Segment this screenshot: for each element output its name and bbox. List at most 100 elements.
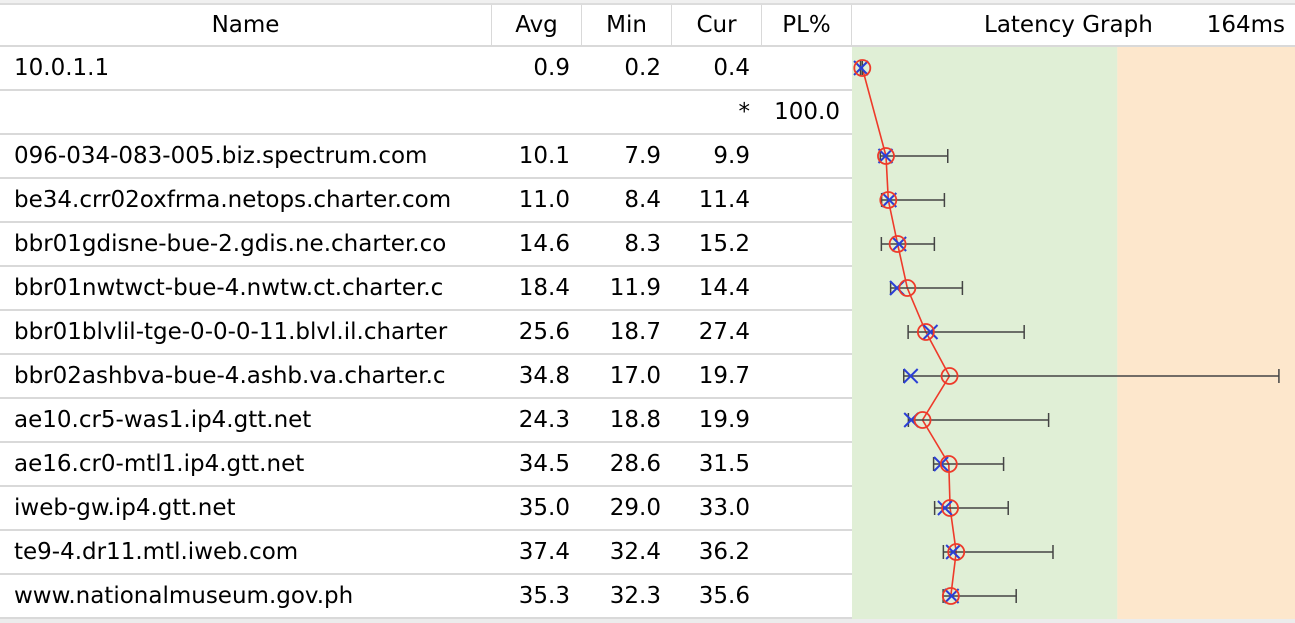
- hop-cur: 35.6: [698, 583, 750, 609]
- hop-name: te9-4.dr11.mtl.iweb.com: [14, 539, 299, 565]
- table-row[interactable]: bbr01gdisne-bue-2.gdis.ne.charter.co 14.6…: [0, 223, 852, 267]
- table-row[interactable]: bbr01nwtwct-bue-4.nwtw.ct.charter.c 18.4 1…: [0, 267, 852, 311]
- hop-cur: 14.4: [698, 275, 750, 301]
- hop-avg: 34.5: [518, 451, 570, 477]
- cur-marker: [945, 544, 961, 560]
- hop-avg: 35.3: [518, 583, 570, 609]
- hop-name: iweb-gw.ip4.gtt.net: [14, 495, 236, 521]
- hop-avg: 24.3: [518, 407, 570, 433]
- hop-min: 18.7: [609, 319, 661, 345]
- hop-name: bbr01blvlil-tge-0-0-0-11.blvl.il.charter: [14, 319, 448, 345]
- cur-marker: [877, 148, 894, 164]
- column-header-pl[interactable]: PL%: [762, 5, 852, 45]
- latency-graph: [852, 47, 1295, 619]
- hop-name: bbr01nwtwct-bue-4.nwtw.ct.charter.c: [14, 275, 444, 301]
- avg-marker: [916, 323, 935, 341]
- hop-name: be34.crr02oxfrma.netops.charter.com: [14, 187, 452, 213]
- avg-marker: [898, 279, 917, 297]
- column-header-bar: Name Avg Min Cur PL% Latency Graph 164ms: [0, 3, 1295, 47]
- hop-pl: 100.0: [774, 99, 840, 125]
- hop-cur: 19.9: [698, 407, 750, 433]
- hop-pl: [762, 311, 840, 353]
- hop-name: ae16.cr0-mtl1.ip4.gtt.net: [14, 451, 305, 477]
- table-row[interactable]: iweb-gw.ip4.gtt.net 35.0 29.0 33.0: [0, 487, 852, 531]
- hop-name: [14, 91, 490, 133]
- avg-marker: [888, 235, 907, 253]
- hop-cur: 31.5: [698, 451, 750, 477]
- hop-min: 11.9: [609, 275, 661, 301]
- hop-pl: [762, 223, 840, 265]
- hop-name: bbr02ashbva-bue-4.ashb.va.charter.c: [14, 363, 446, 389]
- hop-pl: [762, 179, 840, 221]
- hop-pl: [762, 575, 840, 617]
- hop-name: 096-034-083-005.biz.spectrum.com: [14, 143, 428, 169]
- hop-min: 32.3: [609, 583, 661, 609]
- hop-cur: 36.2: [698, 539, 750, 565]
- hop-min: 8.3: [624, 231, 661, 257]
- hop-min: 32.4: [609, 539, 661, 565]
- table-row[interactable]: bbr01blvlil-tge-0-0-0-11.blvl.il.charter…: [0, 311, 852, 355]
- hop-pl: [762, 355, 840, 397]
- hop-cur: *: [738, 99, 751, 125]
- hop-cur: 11.4: [698, 187, 750, 213]
- avg-marker: [939, 455, 958, 473]
- table-row[interactable]: ae10.cr5-was1.ip4.gtt.net 24.3 18.8 19.9: [0, 399, 852, 443]
- hop-min: 0.2: [624, 55, 661, 81]
- hop-pl: [762, 267, 840, 309]
- table-row[interactable]: te9-4.dr11.mtl.iweb.com 37.4 32.4 36.2: [0, 531, 852, 575]
- hop-pl: [762, 135, 840, 177]
- hop-name: bbr01gdisne-bue-2.gdis.ne.charter.co: [14, 231, 447, 257]
- hop-avg: 25.6: [518, 319, 570, 345]
- column-header-avg[interactable]: Avg: [492, 5, 582, 45]
- hop-name: 10.0.1.1: [14, 55, 110, 81]
- hop-table: 10.0.1.1 0.9 0.2 0.4 * 100.0 096-034-083-005.b…: [0, 47, 852, 619]
- hop-cur: 33.0: [698, 495, 750, 521]
- hop-avg: 34.8: [518, 363, 570, 389]
- hop-avg: [492, 91, 570, 133]
- cur-marker: [922, 324, 939, 340]
- hop-avg: 18.4: [518, 275, 570, 301]
- hop-min: 8.4: [624, 187, 661, 213]
- column-header-graph[interactable]: Latency Graph 164ms: [852, 5, 1295, 45]
- avg-marker: [879, 191, 898, 209]
- zone-orange: [1117, 47, 1295, 619]
- column-header-cur[interactable]: Cur: [672, 5, 762, 45]
- avg-marker: [940, 367, 959, 385]
- hop-min: 28.6: [609, 451, 661, 477]
- column-header-name[interactable]: Name: [0, 5, 492, 45]
- table-row[interactable]: ae16.cr0-mtl1.ip4.gtt.net 34.5 28.6 31.5: [0, 443, 852, 487]
- hop-avg: 14.6: [518, 231, 570, 257]
- zone-green: [852, 47, 1118, 619]
- table-row[interactable]: 096-034-083-005.biz.spectrum.com 10.1 7.9 9…: [0, 135, 852, 179]
- hop-min: 29.0: [609, 495, 661, 521]
- hop-pl: [762, 443, 840, 485]
- graph-title: Latency Graph: [984, 12, 1153, 38]
- hop-avg: 11.0: [518, 187, 570, 213]
- table-row[interactable]: * 100.0: [0, 91, 852, 135]
- avg-marker: [941, 499, 959, 517]
- hop-cur: 9.9: [713, 143, 750, 169]
- hop-avg: 10.1: [518, 143, 570, 169]
- table-row[interactable]: bbr02ashbva-bue-4.ashb.va.charter.c 34.8 1…: [0, 355, 852, 399]
- table-row[interactable]: 10.0.1.1 0.9 0.2 0.4: [0, 47, 852, 91]
- hop-min: [582, 91, 661, 133]
- hop-pl: [762, 487, 840, 529]
- hop-name: www.nationalmuseum.gov.ph: [14, 583, 354, 609]
- column-header-min[interactable]: Min: [582, 5, 672, 45]
- hop-pl: [762, 47, 840, 89]
- hop-avg: 37.4: [518, 539, 570, 565]
- window-bottom-edge: [0, 619, 1295, 623]
- hop-cur: 0.4: [713, 55, 750, 81]
- hop-avg: 35.0: [518, 495, 570, 521]
- hop-min: 18.8: [609, 407, 661, 433]
- table-row[interactable]: be34.crr02oxfrma.netops.charter.com 11.0 8…: [0, 179, 852, 223]
- avg-marker: [853, 59, 872, 77]
- hop-cur: 15.2: [698, 231, 750, 257]
- cur-marker: [902, 368, 919, 384]
- hop-min: 17.0: [609, 363, 661, 389]
- graph-scale-max: 164ms: [1206, 12, 1285, 38]
- hop-cur: 27.4: [698, 319, 750, 345]
- table-row[interactable]: www.nationalmuseum.gov.ph 35.3 32.3 35.6: [0, 575, 852, 619]
- hop-name: ae10.cr5-was1.ip4.gtt.net: [14, 407, 312, 433]
